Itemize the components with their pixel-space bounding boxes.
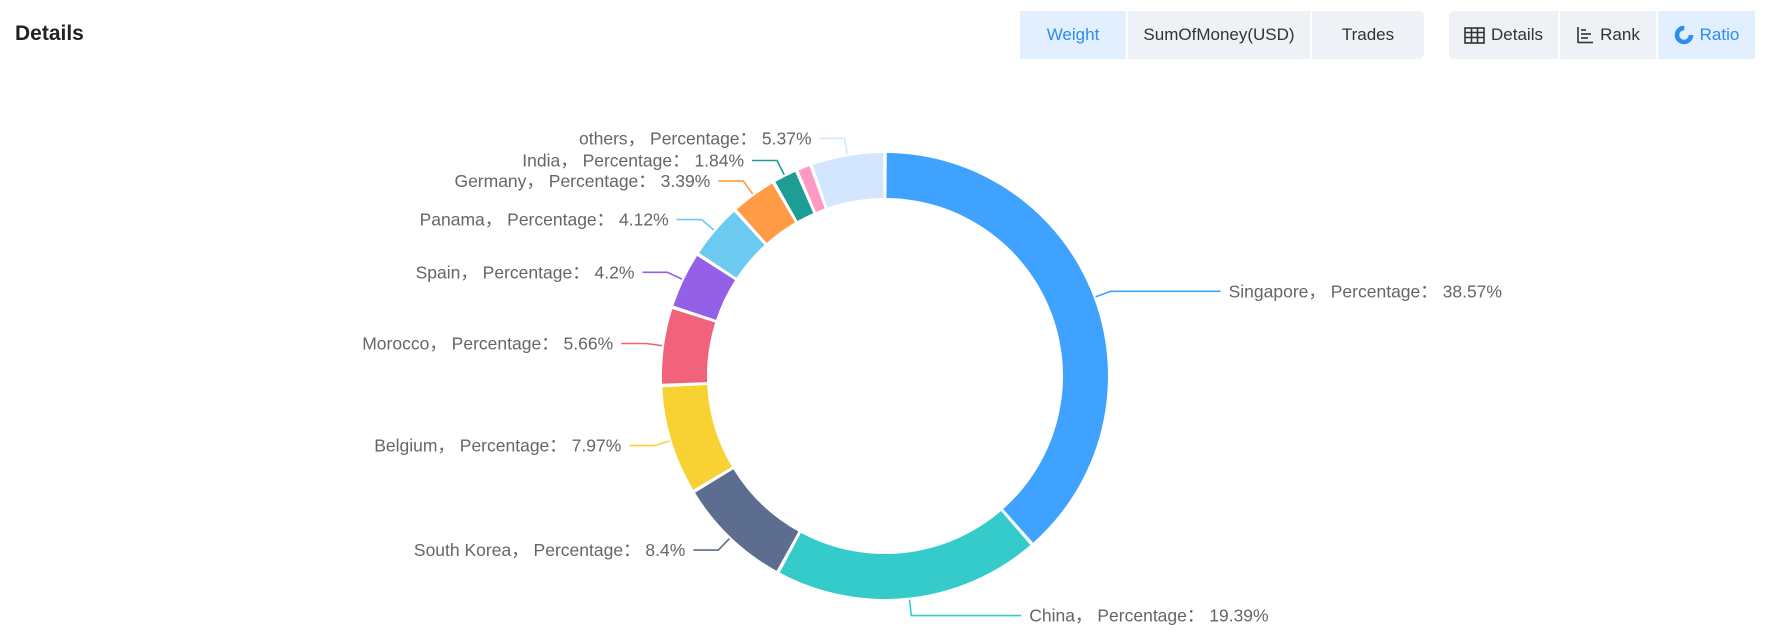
view-tab-group: Details Rank Ratio [1449, 11, 1755, 59]
bar-rank-icon [1576, 26, 1594, 44]
leader-line-germany [718, 180, 754, 195]
leader-line-belgium [629, 440, 670, 447]
donut-icon [1674, 25, 1694, 45]
slice-panama[interactable] [699, 211, 765, 278]
slice-china[interactable] [779, 510, 1031, 599]
page-title: Details [15, 22, 84, 45]
leader-line-morocco [621, 342, 663, 347]
label-morocco: Morocco， Percentage： 5.66% [362, 334, 613, 354]
view-details-button[interactable]: Details [1449, 11, 1560, 59]
slice-singapore[interactable] [886, 153, 1108, 543]
leader-line-south-korea [693, 537, 730, 551]
tab-weight[interactable]: Weight [1020, 11, 1128, 59]
slice-others[interactable] [812, 153, 884, 208]
slice-spain[interactable] [673, 255, 736, 320]
label-panama: Panama， Percentage： 4.12% [420, 210, 669, 230]
slice-south-korea[interactable] [695, 469, 799, 571]
label-belgium: Belgium， Percentage： 7.97% [374, 436, 621, 456]
label-spain: Spain， Percentage： 4.2% [416, 262, 635, 282]
view-rank-label: Rank [1600, 25, 1640, 44]
slice-belgium[interactable] [662, 384, 732, 490]
slice-unlabeled-9[interactable] [798, 166, 825, 212]
label-germany: Germany， Percentage： 3.39% [454, 171, 710, 191]
view-rank-button[interactable]: Rank [1560, 11, 1658, 59]
leader-line-panama [676, 218, 715, 231]
leader-line-singapore [1095, 290, 1221, 298]
slice-india[interactable] [775, 171, 814, 222]
view-ratio-label: Ratio [1699, 25, 1740, 44]
label-india: India， Percentage： 1.84% [522, 151, 744, 171]
slice-morocco[interactable] [662, 309, 716, 384]
tab-sum-of-money[interactable]: SumOfMoney(USD) [1128, 11, 1312, 59]
label-singapore: Singapore， Percentage： 38.57% [1229, 281, 1502, 301]
tab-trades[interactable]: Trades [1341, 25, 1395, 44]
slice-germany[interactable] [736, 183, 796, 244]
leader-line-china [908, 599, 1022, 617]
leader-line-india [752, 159, 785, 176]
label-china: China， Percentage： 19.39% [1029, 606, 1268, 626]
leader-line-others [819, 137, 849, 155]
label-others: others， Percentage： 5.37% [579, 128, 812, 148]
view-ratio-button[interactable]: Ratio [1658, 11, 1755, 59]
view-details-label: Details [1491, 25, 1543, 44]
table-icon [1464, 26, 1485, 44]
leader-line-spain [642, 271, 683, 280]
metric-tab-group: Weight SumOfMoney(USD) Trades [1020, 11, 1424, 59]
label-south-korea: South Korea， Percentage： 8.4% [414, 540, 685, 560]
